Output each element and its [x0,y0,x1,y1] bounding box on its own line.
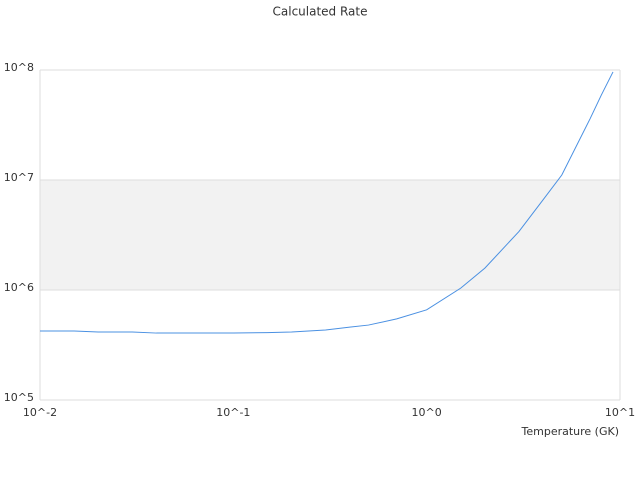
x-tick-label: 10^1 [605,406,635,419]
grid-band [40,180,620,290]
chart-title: Calculated Rate [273,5,368,19]
y-tick-label: 10^7 [4,171,34,184]
y-tick-label: 10^5 [4,391,34,404]
y-tick-label: 10^8 [4,61,34,74]
x-axis-title: Temperature (GK) [521,425,620,438]
line [40,71,614,334]
x-tick-label: 10^0 [412,406,442,419]
x-tick-label: 10^-1 [216,406,250,419]
y-tick-label: 10^6 [4,281,34,294]
x-tick-label: 10^-2 [23,406,57,419]
